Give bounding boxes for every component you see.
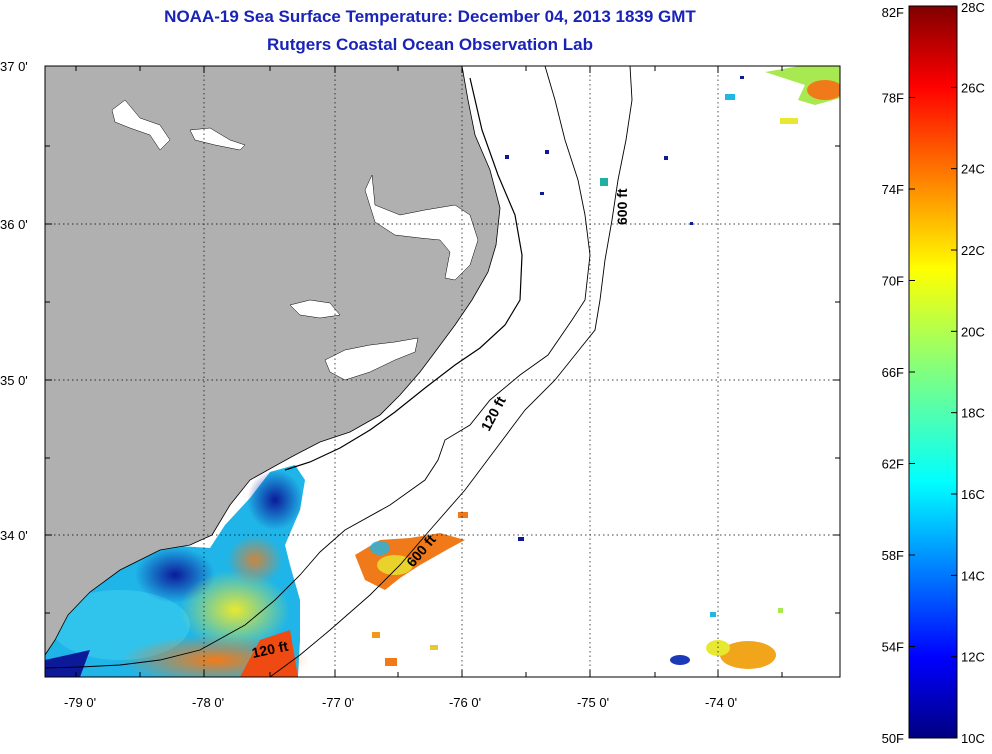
- colorbar-f-label: 54F: [882, 640, 904, 655]
- sst-map: 120 ft 600 ft 600 ft 120 ft 37 0' 36 0' …: [0, 59, 841, 710]
- sst-data-offshore: [355, 512, 468, 666]
- lon-label-78: -78 0': [192, 695, 224, 710]
- sst-speckles: [505, 76, 744, 541]
- outer-banks: [284, 77, 523, 471]
- colorbar-c-label: 16C: [961, 487, 985, 502]
- lon-label-77: -77 0': [322, 695, 354, 710]
- colorbar-c-label: 14C: [961, 568, 985, 583]
- colorbar-f-label: 82F: [882, 5, 904, 20]
- lon-label-74: -74 0': [705, 695, 737, 710]
- colorbar-c-label: 22C: [961, 243, 985, 258]
- colorbar-c-label: 18C: [961, 406, 985, 421]
- colorbar-f-label: 62F: [882, 457, 904, 472]
- graticule: [45, 66, 840, 677]
- lat-label-36: 36 0': [0, 217, 28, 232]
- sst-data-northeast: [435, 66, 840, 186]
- colorbar-gradient: [908, 5, 958, 739]
- lon-label-76: -76 0': [449, 695, 481, 710]
- colorbar-f-label: 74F: [882, 182, 904, 197]
- colorbar: 82F 78F 74F 70F 66F 62F 58F 54F 50F 28C 26C 24C 22C…: [882, 0, 985, 746]
- colorbar-c-label: 28C: [961, 0, 985, 15]
- contour-label-600ft-north: 600 ft: [614, 188, 630, 225]
- lon-label-79: -79 0': [64, 695, 96, 710]
- contour-120ft: [45, 66, 591, 669]
- colorbar-f-label: 66F: [882, 365, 904, 380]
- map-title: NOAA-19 Sea Surface Temperature: Decembe…: [164, 7, 696, 26]
- sounds: [111, 99, 479, 381]
- colorbar-f-label: 58F: [882, 548, 904, 563]
- colorbar-f-label: 70F: [882, 274, 904, 289]
- colorbar-c-label: 12C: [961, 650, 985, 665]
- axis-ticks: [45, 65, 840, 677]
- contour-label-120ft-south: 120 ft: [250, 638, 289, 661]
- colorbar-f-label: 78F: [882, 91, 904, 106]
- colorbar-c-label: 20C: [961, 324, 985, 339]
- colorbar-c-label: 10C: [961, 731, 985, 746]
- colorbar-c-label: 24C: [961, 162, 985, 177]
- map-subtitle: Rutgers Coastal Ocean Observation Lab: [267, 35, 593, 54]
- lat-label-34: 34 0': [0, 528, 28, 543]
- colorbar-c-label: 26C: [961, 80, 985, 95]
- lat-label-37: 37 0': [0, 59, 28, 74]
- colorbar-f-label: 50F: [882, 731, 904, 746]
- sst-data-southwest: [45, 465, 310, 677]
- lon-label-75: -75 0': [577, 695, 609, 710]
- lat-label-35: 35 0': [0, 373, 28, 388]
